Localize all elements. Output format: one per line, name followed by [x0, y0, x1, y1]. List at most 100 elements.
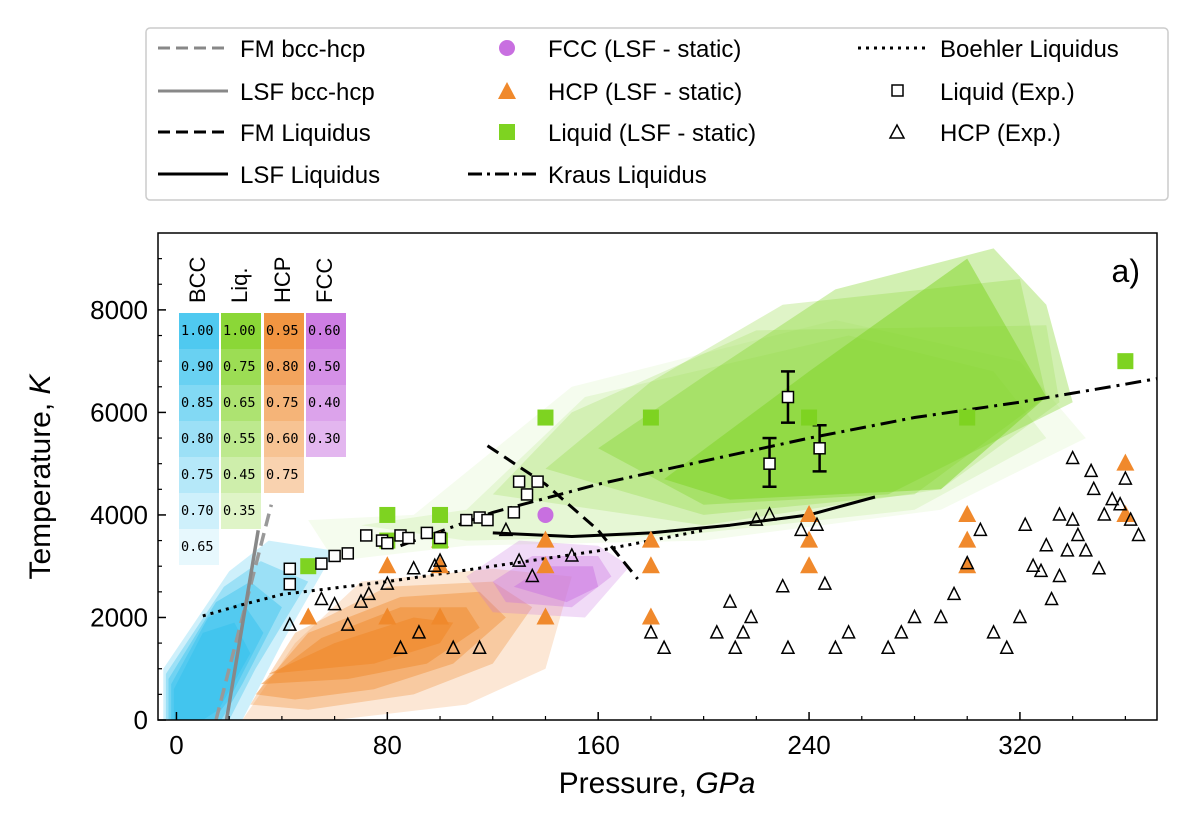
point-liquid-lsf [537, 409, 554, 426]
point-liquid-lsf [300, 558, 317, 575]
point-liquid-exp [531, 475, 544, 488]
point-liquid-exp [315, 557, 328, 570]
point-hcp-lsf [431, 556, 450, 574]
table-cell-value: 0.65 [223, 395, 256, 411]
point-hcp-lsf [1116, 453, 1135, 471]
point-hcp-exp [1065, 511, 1080, 526]
table-cell-bg [179, 493, 219, 529]
table-cell-bg [306, 349, 346, 385]
point-liquid-lsf [642, 409, 659, 426]
point-hcp-exp [361, 585, 377, 601]
point-hcp-exp [446, 639, 461, 654]
point-liquid-exp [359, 529, 373, 542]
point-hcp-exp [393, 639, 408, 654]
point-hcp-exp [1052, 506, 1067, 521]
point-hcp-exp [1112, 496, 1128, 511]
point-hcp-exp [406, 560, 421, 575]
table-cell-value: 0.45 [223, 467, 256, 483]
table-cell-bg [221, 313, 261, 349]
point-hcp-exp [380, 575, 395, 590]
point-hcp-exp [735, 624, 751, 639]
point-hcp-exp [340, 616, 355, 631]
point-hcp-lsf [800, 556, 819, 574]
point-hcp-exp [353, 593, 369, 608]
table-cell-value: 0.90 [181, 359, 214, 375]
point-hcp-exp [986, 624, 1001, 639]
point-liquid-exp [402, 531, 415, 545]
point-liquid-lsf [801, 409, 818, 426]
point-liquid-exp [460, 513, 473, 527]
point-hcp-exp [817, 575, 833, 590]
region-fcc-17 [492, 556, 612, 608]
point-hcp-exp [1118, 470, 1133, 485]
legend-label-fcc-lsf: FCC (LSF - static) [548, 36, 741, 63]
table-header-hcp: HCP [270, 257, 295, 303]
scatter-series [282, 353, 1146, 654]
table-cell-bg [179, 349, 219, 385]
point-hcp-lsf [378, 607, 397, 625]
axis-ticks: 0 80 160 240 320 0 2000 4000 6000 8000 [90, 258, 1126, 760]
point-hcp-exp [960, 554, 975, 570]
point-liquid-exp [433, 531, 447, 545]
point-liquid-exp [520, 488, 534, 501]
table-cell-value: 0.95 [266, 323, 299, 339]
x-axis-title: Pressure, GPa [559, 767, 756, 800]
point-liquid-lsf [432, 506, 449, 523]
table-cell-bg [264, 313, 304, 349]
point-hcp-exp [525, 567, 540, 583]
legend-label-lsf-bcc-hcp: LSF bcc-hcp [240, 79, 375, 106]
legend-label-hcp-exp: HCP (Exp.) [940, 120, 1061, 147]
point-hcp-lsf [1116, 504, 1135, 522]
table-header-bcc: BCC [185, 256, 210, 303]
y-axis-title-unit: K [24, 372, 57, 394]
table-cell-value: 0.65 [181, 539, 214, 555]
point-hcp-exp [1060, 542, 1075, 557]
panel-label: a) [1112, 253, 1140, 289]
point-liquid-exp [512, 475, 526, 488]
table-cell-value: 0.75 [266, 395, 299, 411]
point-hcp-lsf [958, 530, 977, 548]
point-hcp-exp [793, 521, 809, 537]
point-liquid-exp [813, 442, 826, 455]
line-fm-liquidus [486, 444, 639, 580]
x-axis-title-main: Pressure, [559, 767, 696, 800]
legend-label-lsf-liquidus: LSF Liquidus [240, 162, 380, 189]
plot-frame [157, 232, 1158, 721]
point-hcp-exp [1044, 590, 1059, 606]
table-cell-value: 0.35 [223, 503, 256, 519]
legend-label-hcp-lsf: HCP (LSF - static) [548, 79, 742, 106]
legend-handle-liquid-exp [891, 84, 904, 97]
point-hcp-exp [1104, 490, 1120, 506]
legend-label-liquid-exp: Liquid (Exp.) [940, 79, 1075, 106]
point-hcp-lsf [641, 556, 660, 574]
point-hcp-exp [999, 639, 1014, 654]
table-cell-bg [221, 493, 261, 529]
point-hcp-exp [775, 578, 790, 593]
table-cell-value: 0.75 [223, 359, 256, 375]
point-hcp-lsf [431, 607, 450, 625]
table-cell-bg [179, 421, 219, 457]
legend: FM bcc-hcp LSF bcc-hcp FM Liquidus LSF L… [145, 27, 1169, 201]
table-cell-value: 0.30 [308, 431, 341, 447]
table-cell-value: 0.70 [181, 503, 214, 519]
point-hcp-exp [511, 552, 527, 567]
table-cell-bg [306, 313, 346, 349]
table-header-fcc: FCC [312, 258, 337, 303]
table-cell-value: 0.80 [266, 359, 299, 375]
point-hcp-lsf [800, 504, 819, 522]
point-fcc-lsf [537, 506, 554, 523]
y-tick-label: 4000 [90, 500, 148, 530]
table-cell-bg [306, 421, 346, 457]
legend-label-boehler-liquidus: Boehler Liquidus [940, 36, 1119, 63]
y-tick-label: 2000 [90, 602, 148, 632]
table-cell-bg [179, 385, 219, 421]
point-liquid-lsf [1117, 353, 1134, 370]
legend-handle-liquid-lsf [499, 124, 515, 140]
table-cell-bg [264, 457, 304, 493]
table-cell-value: 0.60 [266, 431, 299, 447]
point-hcp-exp [946, 585, 962, 601]
point-hcp-exp [894, 624, 909, 639]
point-liquid-exp [283, 577, 297, 591]
table-cell-value: 1.00 [223, 323, 256, 339]
point-hcp-exp [1097, 506, 1112, 521]
